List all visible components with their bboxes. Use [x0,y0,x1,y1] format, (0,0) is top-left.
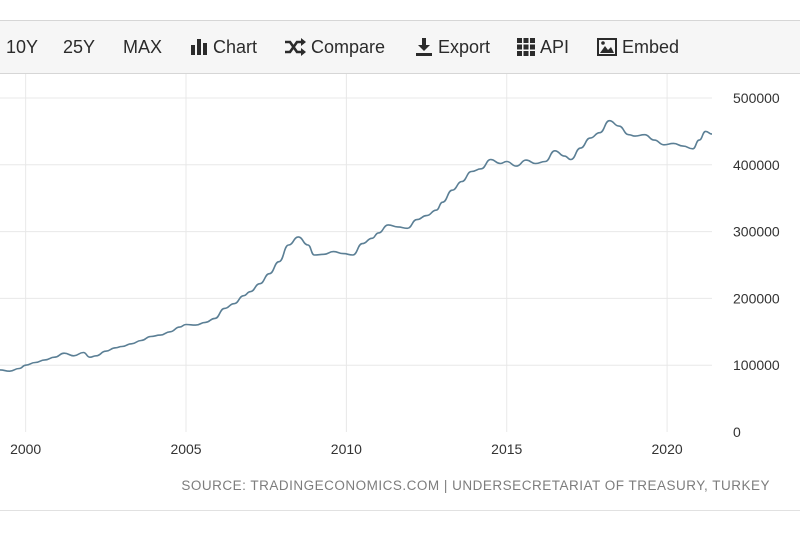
api-button[interactable]: API [517,21,569,73]
line-chart: 0 100000 200000 300000 400000 500000 2000 2005 2… [0,74,780,457]
chart-button[interactable]: Chart [190,21,257,73]
x-tick-label: 2010 [331,441,362,457]
y-tick-label: 300000 [733,224,780,240]
source-note: SOURCE: TRADINGECONOMICS.COM | UNDERSECR… [181,478,770,493]
y-tick-label: 400000 [733,157,780,173]
export-button[interactable]: Export [415,21,490,73]
compare-button-label: Compare [311,37,386,57]
api-button-label: API [540,37,570,57]
divider [0,510,800,511]
export-button-label: Export [438,37,491,57]
grid-icon [517,38,535,56]
x-tick-label: 2000 [10,441,41,457]
chart-button-label: Chart [213,37,258,57]
range-max-button[interactable]: MAX [123,37,163,57]
chart-toolbar: 10Y 25Y MAX Chart Compare Export API Emb… [0,20,800,74]
y-tick-label: 0 [733,424,741,440]
chart-area: 0 100000 200000 300000 400000 500000 2000 2005 2… [0,74,800,494]
download-icon [415,38,433,56]
x-tick-label: 2005 [170,441,201,457]
embed-button-label: Embed [622,37,680,57]
image-icon [597,38,617,56]
series-line [0,119,713,373]
x-tick-label: 2015 [491,441,522,457]
range-25y-button[interactable]: 25Y [63,37,96,57]
y-tick-label: 200000 [733,290,780,306]
range-10y-button[interactable]: 10Y [6,37,39,57]
shuffle-icon [284,38,306,56]
compare-button[interactable]: Compare [284,21,385,73]
bar-chart-icon [190,38,208,56]
embed-button[interactable]: Embed [597,21,679,73]
x-tick-label: 2020 [652,441,683,457]
y-tick-label: 100000 [733,357,780,373]
y-tick-label: 500000 [733,90,780,106]
